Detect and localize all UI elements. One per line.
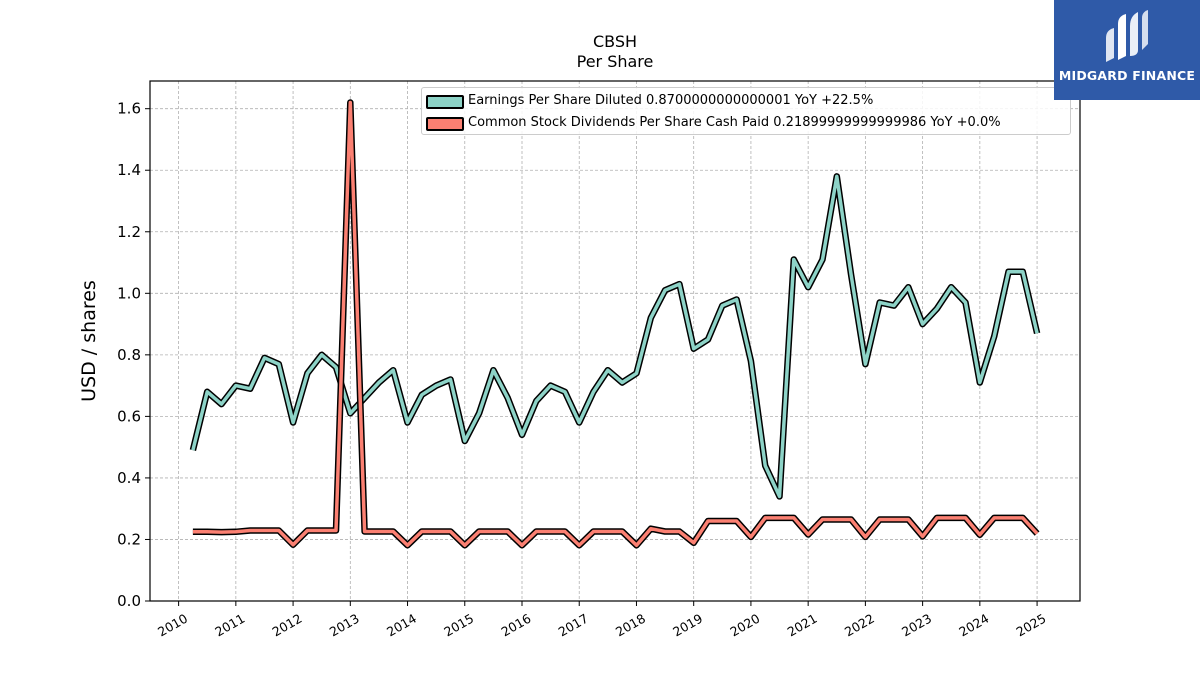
chart-subtitle: Per Share [576, 52, 654, 71]
x-tick-label: 2014 [384, 611, 419, 640]
logo-mark-icon [1106, 10, 1148, 62]
gridlines [150, 81, 1080, 602]
x-tick-label: 2022 [842, 611, 877, 640]
y-tick-label: 1.2 [117, 223, 141, 241]
y-tick-label: 1.6 [117, 100, 141, 118]
legend-label-dividends: Common Stock Dividends Per Share Cash Pa… [468, 115, 1001, 130]
x-tick-label: 2025 [1014, 611, 1049, 640]
brand-logo: MIDGARD FINANCE [1054, 0, 1200, 100]
legend-item-eps: Earnings Per Share Diluted 0.87000000000… [422, 91, 1070, 113]
x-tick-label: 2016 [498, 611, 533, 640]
y-tick-label: 1.4 [117, 161, 141, 179]
legend-item-dividends: Common Stock Dividends Per Share Cash Pa… [422, 113, 1070, 135]
x-tick-label: 2017 [556, 611, 591, 640]
plot-frame [149, 80, 1081, 602]
x-tick-label: 2010 [155, 611, 190, 640]
y-axis-label: USD / shares [78, 280, 100, 402]
y-tick-label: 1.0 [117, 284, 141, 302]
x-tick-label: 2011 [212, 611, 247, 640]
x-tick-label: 2023 [899, 611, 934, 640]
x-axis-ticks: 2010 2011 2012 2013 2014 2015 2016 2017 2018 2019… [155, 601, 1049, 640]
x-tick-label: 2012 [270, 611, 305, 640]
series-outline-dividends [192, 99, 1040, 549]
legend: Earnings Per Share Diluted 0.87000000000… [421, 87, 1071, 135]
x-tick-label: 2024 [956, 611, 991, 640]
series-lines [189, 99, 1041, 549]
x-tick-label: 2019 [670, 611, 705, 640]
x-tick-label: 2018 [613, 611, 648, 640]
y-tick-label: 0.0 [117, 592, 141, 610]
x-tick-label: 2021 [785, 611, 820, 640]
chart-title: CBSH [592, 32, 638, 51]
series-outline-eps [189, 173, 1041, 500]
series-line-dividends [192, 100, 1039, 548]
y-tick-label: 0.2 [117, 530, 141, 548]
series-line-eps [191, 174, 1039, 499]
y-tick-label: 0.4 [117, 469, 141, 487]
y-tick-label: 0.8 [117, 346, 141, 364]
legend-swatch-eps [426, 95, 464, 109]
logo-wordmark: MIDGARD FINANCE [1058, 68, 1196, 83]
y-tick-label: 0.6 [117, 407, 141, 425]
legend-swatch-dividends [426, 117, 464, 131]
y-axis-ticks: 0.0 0.2 0.4 0.6 0.8 1.0 1.2 1.4 1.6 [117, 100, 150, 610]
x-tick-label: 2015 [441, 611, 476, 640]
x-tick-label: 2013 [327, 611, 362, 640]
legend-label-eps: Earnings Per Share Diluted 0.87000000000… [468, 93, 874, 108]
x-tick-label: 2020 [727, 611, 762, 640]
